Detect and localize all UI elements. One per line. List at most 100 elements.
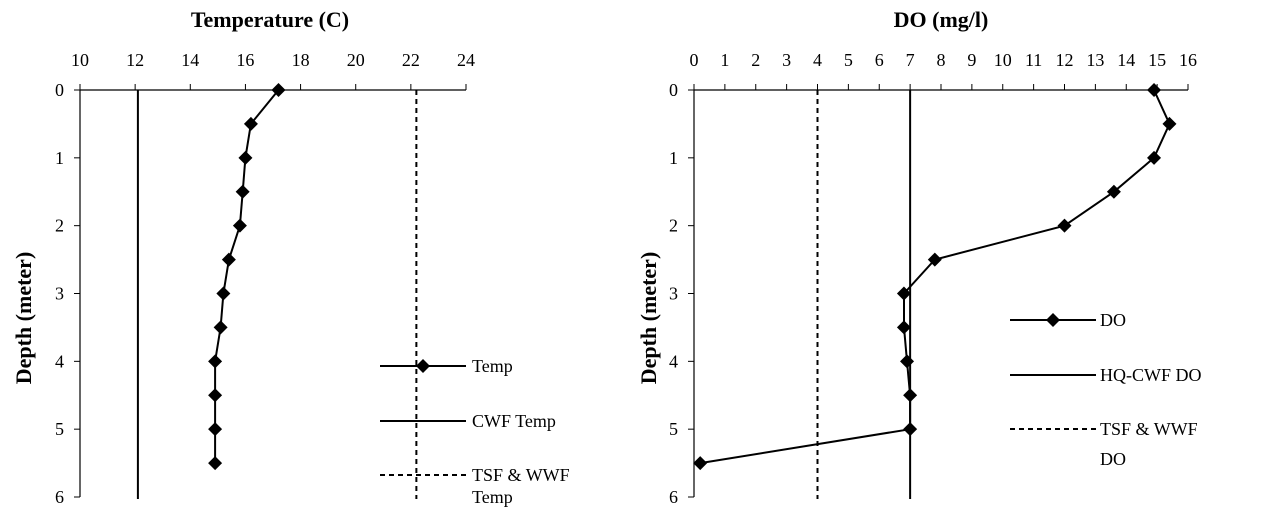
x-tick-label: 20 <box>347 50 365 70</box>
x-tick-label: 9 <box>967 50 976 70</box>
x-tick-label: 16 <box>1179 50 1197 70</box>
x-tick-label: 0 <box>690 50 699 70</box>
data-point <box>271 83 286 97</box>
data-point <box>232 218 247 233</box>
legend-item-temp: Temp <box>380 356 513 376</box>
data-point <box>235 184 250 199</box>
x-tick-label: 22 <box>402 50 420 70</box>
data-point <box>243 116 258 131</box>
series-line <box>214 89 280 464</box>
legend-do-label: DO <box>1100 310 1126 330</box>
y-tick-label: 2 <box>55 216 64 236</box>
data-point <box>1162 116 1177 131</box>
y-tick-label: 3 <box>669 284 678 304</box>
legend-item-tsf-wwf-do: TSF & WWF DO <box>1010 419 1202 469</box>
x-tick-label: 4 <box>813 50 822 70</box>
chart-title: DO (mg/l) <box>894 7 989 32</box>
legend-do-marker <box>1046 313 1060 327</box>
data-point <box>208 422 223 437</box>
y-tick-label: 5 <box>55 419 64 439</box>
data-point <box>216 286 231 301</box>
data-point <box>927 252 942 267</box>
data-point <box>903 422 918 437</box>
x-tick-label: 3 <box>782 50 791 70</box>
data-series <box>693 83 1177 471</box>
data-point <box>208 388 223 403</box>
data-point <box>693 456 708 471</box>
x-tick-label: 10 <box>71 50 89 70</box>
y-axis-label: Depth (meter) <box>11 252 36 385</box>
data-point <box>903 388 918 403</box>
data-point <box>221 252 236 267</box>
x-tick-marks <box>693 84 1189 90</box>
data-point <box>896 320 911 335</box>
data-point <box>238 150 253 165</box>
y-axis-label: Depth (meter) <box>636 252 661 385</box>
chart-title: Temperature (C) <box>191 7 349 32</box>
y-tick-label: 3 <box>55 284 64 304</box>
data-point <box>213 320 228 335</box>
legend-item-do: DO <box>1010 310 1126 330</box>
y-tick-marks <box>688 89 694 498</box>
y-tick-label: 1 <box>669 148 678 168</box>
x-tick-label: 18 <box>292 50 310 70</box>
y-tick-label: 4 <box>55 351 64 371</box>
legend-temp-label: Temp <box>472 356 513 376</box>
y-tick-labels: 0 1 2 3 4 5 6 <box>55 80 64 507</box>
legend-temp-marker <box>416 359 430 373</box>
data-point <box>1106 184 1121 199</box>
legend-tsf-wwf-do-line2: DO <box>1100 449 1126 469</box>
x-tick-label: 10 <box>994 50 1012 70</box>
do-chart: DO (mg/l) Depth (meter) 0 1 2 3 4 5 6 7 8 9 10 11 12… <box>636 7 1202 507</box>
data-point <box>1147 83 1162 97</box>
y-tick-label: 1 <box>55 148 64 168</box>
y-tick-label: 4 <box>669 351 678 371</box>
x-tick-label: 16 <box>236 50 254 70</box>
x-tick-label: 24 <box>457 50 475 70</box>
legend-hq-cwf-do-label: HQ-CWF DO <box>1100 365 1202 385</box>
legend-tsf-wwf-temp-line2: Temp <box>472 487 513 507</box>
x-tick-label: 14 <box>1117 50 1135 70</box>
legend-tsf-wwf-do-line1: TSF & WWF <box>1100 419 1198 439</box>
y-tick-label: 2 <box>669 216 678 236</box>
temperature-chart: Temperature (C) Depth (meter) 10 12 14 16 18… <box>11 7 574 507</box>
data-series <box>208 83 286 471</box>
legend-tsf-wwf-temp-label: TSF & WWF Temp <box>472 465 574 507</box>
x-tick-label: 2 <box>751 50 760 70</box>
y-tick-label: 6 <box>669 487 678 507</box>
series-line <box>700 89 1171 465</box>
data-point <box>896 286 911 301</box>
y-tick-marks <box>74 89 80 498</box>
x-tick-labels: 10 12 14 16 18 20 22 24 <box>71 50 475 70</box>
y-tick-label: 0 <box>669 80 678 100</box>
x-tick-label: 15 <box>1148 50 1166 70</box>
x-tick-label: 1 <box>720 50 729 70</box>
data-point <box>208 456 223 471</box>
y-tick-label: 5 <box>669 419 678 439</box>
legend-item-tsf-wwf-temp: TSF & WWF Temp <box>380 465 574 507</box>
x-tick-label: 14 <box>181 50 199 70</box>
legend-item-cwf-temp: CWF Temp <box>380 411 556 431</box>
y-tick-label: 0 <box>55 80 64 100</box>
data-point <box>1147 150 1162 165</box>
y-tick-labels: 0 1 2 3 4 5 6 <box>669 80 678 507</box>
x-tick-label: 12 <box>1056 50 1074 70</box>
data-point <box>208 354 223 369</box>
x-tick-label: 5 <box>844 50 853 70</box>
x-tick-label: 12 <box>126 50 144 70</box>
reference-lines <box>136 90 418 499</box>
data-point <box>900 354 915 369</box>
legend-tsf-wwf-do-label: TSF & WWF DO <box>1100 419 1202 469</box>
x-tick-label: 13 <box>1086 50 1104 70</box>
x-tick-label: 6 <box>875 50 884 70</box>
y-tick-label: 6 <box>55 487 64 507</box>
legend-cwf-temp-label: CWF Temp <box>472 411 556 431</box>
legend: DO HQ-CWF DO TSF & WWF DO <box>1010 310 1202 469</box>
x-tick-label: 11 <box>1025 50 1042 70</box>
x-tick-label: 7 <box>906 50 915 70</box>
legend: Temp CWF Temp TSF & WWF Temp <box>380 356 574 507</box>
x-tick-marks <box>79 84 467 90</box>
x-tick-labels: 0 1 2 3 4 5 6 7 8 9 10 11 12 13 14 15 16 <box>690 50 1198 70</box>
legend-tsf-wwf-temp-line1: TSF & WWF <box>472 465 570 485</box>
